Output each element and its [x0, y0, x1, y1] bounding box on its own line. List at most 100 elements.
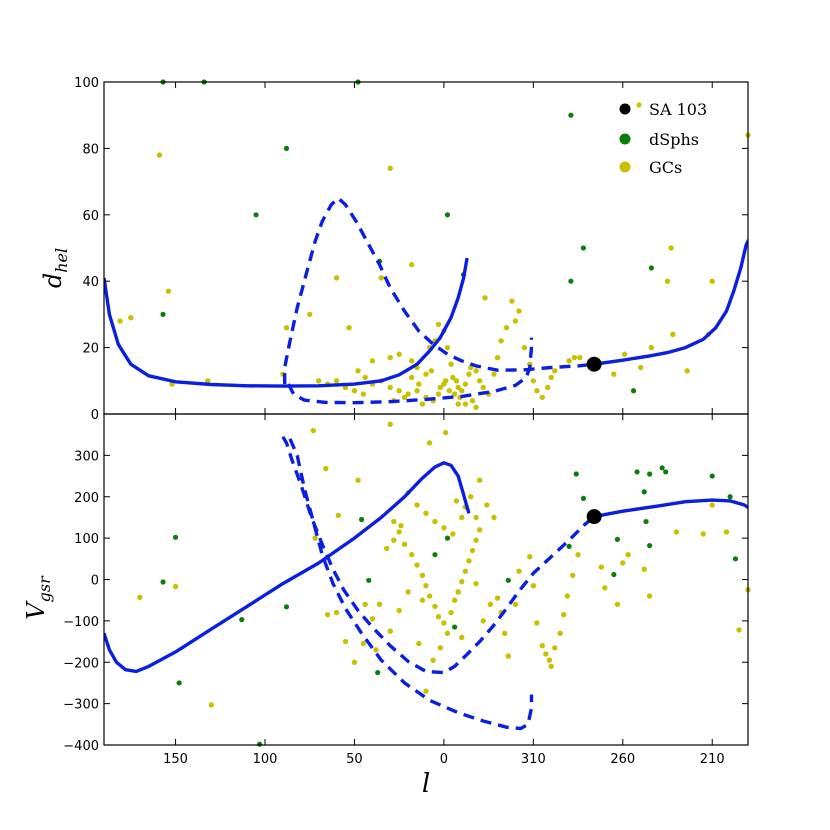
- top-dsph-point: [160, 311, 166, 317]
- bot-gc-point: [398, 523, 404, 529]
- bot-gc-point: [468, 494, 474, 500]
- top-dsph-point: [283, 145, 290, 151]
- top-ticks: 0 20 40 60 80 100: [74, 76, 748, 423]
- top-dsph-point: [253, 212, 259, 218]
- top-gc-point: [401, 394, 408, 401]
- top-gc-point: [450, 374, 456, 381]
- bot-gc-point: [396, 529, 402, 535]
- bot-orbit-curve-4: [593, 498, 748, 519]
- bot-gc-point: [598, 564, 605, 570]
- bot-ytick-label: 300: [74, 449, 99, 464]
- top-gc-point: [668, 245, 674, 251]
- bot-gc-point: [473, 580, 479, 587]
- bot-gc-point: [459, 514, 465, 521]
- bot-gc-point: [516, 568, 522, 574]
- top-gc-point: [428, 368, 435, 374]
- top-gc-point: [611, 371, 617, 377]
- bot-gc-point: [602, 585, 608, 591]
- top-ytick-label: 100: [74, 76, 99, 91]
- bot-gc-point: [423, 510, 429, 516]
- bot-gc-point: [312, 535, 318, 541]
- bot-gc-point: [476, 477, 483, 483]
- top-gc-point: [509, 298, 515, 304]
- bot-gc-point: [335, 512, 342, 519]
- bot-gc-point: [137, 594, 143, 600]
- top-dsph-point: [630, 388, 637, 394]
- top-gc-point: [156, 152, 163, 158]
- bot-gc-point: [383, 545, 390, 552]
- bot-dsph-point: [176, 680, 182, 686]
- bot-gc-point: [426, 440, 433, 446]
- legend-gc-marker: [619, 161, 631, 173]
- top-gc-point: [476, 378, 483, 384]
- top-gc-point: [360, 391, 367, 397]
- bot-dsph-point: [611, 571, 617, 578]
- top-gc-point: [387, 354, 393, 361]
- bot-ytick-label: −400: [63, 739, 99, 754]
- bottom-ticks: −400 −300 −200 −100 0 100 200 300 150 100 50 0 310 26…: [63, 414, 748, 767]
- bot-gc-point: [430, 657, 436, 663]
- top-gc-point: [315, 378, 322, 384]
- top-orbit-curve-1: [104, 257, 469, 388]
- top-gc-point: [534, 388, 540, 394]
- legend-dsph-label: dSphs: [649, 130, 699, 149]
- top-gc-point: [637, 364, 644, 371]
- legend: SA 103 dSphs GCs: [619, 100, 707, 177]
- top-gc-point: [378, 275, 384, 281]
- bot-dsph-point: [643, 518, 649, 525]
- bot-gc-point: [419, 597, 426, 603]
- bot-dsph-point: [709, 473, 715, 479]
- top-gc-point: [442, 378, 449, 384]
- top-gc-point: [455, 384, 461, 391]
- bot-gc-point: [575, 551, 581, 558]
- top-sa103-marker: [586, 356, 602, 372]
- bot-gc-point: [491, 514, 497, 521]
- bot-gc-point: [451, 597, 458, 603]
- bot-gc-point: [391, 518, 397, 525]
- top-ytick-label: 0: [91, 408, 99, 423]
- top-gc-point: [435, 321, 442, 328]
- bot-gc-point: [512, 601, 519, 608]
- top-y-axis-label: dhel: [39, 248, 71, 288]
- bot-gc-point: [530, 583, 537, 589]
- top-gc-point: [437, 384, 444, 391]
- bottom-panel: −400 −300 −200 −100 0 100 200 300 150 100 50 0 310 26…: [63, 413, 751, 767]
- bot-dsph-point: [432, 552, 438, 558]
- bot-gc-point: [459, 578, 465, 585]
- bot-gc-point: [387, 421, 393, 428]
- bot-gc-point: [448, 609, 454, 616]
- top-gc-point: [462, 381, 469, 387]
- bot-gc-point: [480, 618, 486, 624]
- top-gc-point: [473, 368, 479, 374]
- top-gc-point: [435, 391, 442, 397]
- top-gc-point: [369, 358, 376, 364]
- top-gc-point: [355, 368, 361, 374]
- bot-dsph-point: [647, 542, 653, 549]
- bot-gc-point: [736, 627, 742, 633]
- bot-gc-point: [546, 657, 553, 663]
- top-orbit-curve-3: [286, 337, 534, 405]
- top-gc-point: [333, 378, 340, 384]
- bot-gc-point: [416, 640, 422, 647]
- bot-ytick-label: −300: [63, 698, 99, 713]
- bot-gc-point: [414, 562, 420, 568]
- bot-dsph-point: [659, 465, 665, 471]
- bot-dsph-point: [375, 669, 381, 676]
- bot-ytick-label: −200: [63, 656, 99, 671]
- bot-gc-point: [709, 502, 715, 508]
- bot-gc-point: [435, 614, 442, 620]
- bot-gc-point: [646, 593, 653, 599]
- bot-gc-point: [459, 634, 465, 641]
- bot-xtick-label: 150: [163, 752, 188, 767]
- bot-gc-point: [466, 558, 472, 564]
- top-gc-point: [307, 311, 313, 318]
- top-gc-point: [448, 361, 454, 367]
- top-dsph-point: [648, 265, 655, 271]
- bot-dsph-point: [283, 604, 290, 610]
- top-gc-point: [571, 354, 578, 361]
- bot-gc-point: [543, 651, 549, 657]
- bot-xtick-label: 0: [440, 752, 448, 767]
- bot-gc-point: [455, 589, 461, 595]
- legend-dsph-marker: [619, 133, 631, 145]
- top-gc-point: [405, 391, 411, 397]
